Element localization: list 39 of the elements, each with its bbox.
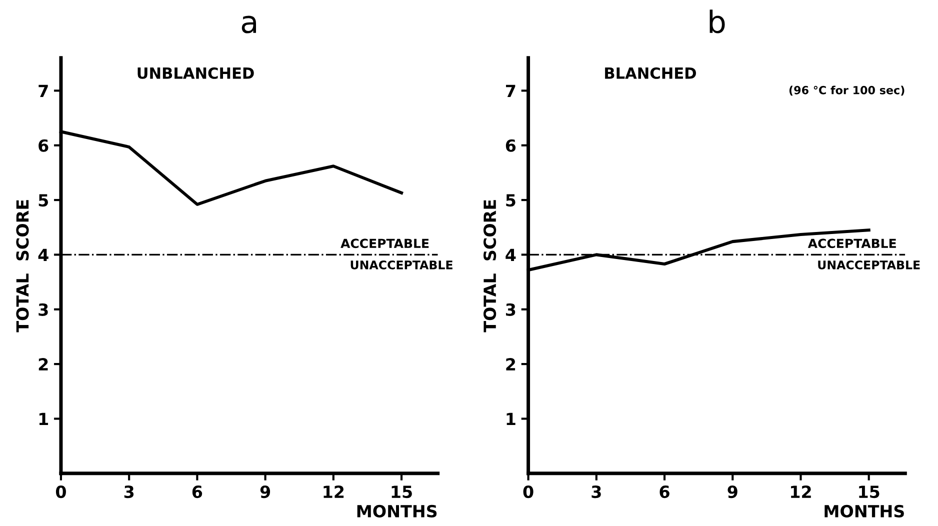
chart-title: b [710,10,725,34]
ref-line-label: ACCEPTABLE [340,238,429,248]
y-tick-label: 7 [38,84,48,97]
y-tick-label: 5 [38,194,48,207]
x-tick-label: 3 [124,486,134,498]
y-tick-label: 6 [38,139,48,152]
x-tick-label: 3 [592,486,601,498]
chart-title: a [242,16,256,34]
x-tick-label: 0 [523,486,534,498]
x-tick-label: 9 [260,486,270,498]
y-tick-label: 2 [506,358,516,370]
x-axis-title: MONTHS [824,504,904,518]
y-tick-label: 7 [506,84,516,97]
y-axis-title: TOTAL SCORE [16,200,29,332]
y-tick-label: 4 [38,248,48,262]
y-tick-label: 1 [39,412,48,426]
y-tick-label: 6 [506,139,516,152]
annotation: UNACCEPTABLE [350,260,452,270]
x-tick-label: 6 [660,486,670,498]
x-tick-label: 9 [728,486,738,498]
x-axis-title: MONTHS [357,504,437,518]
y-tick-label: 2 [38,358,48,370]
y-tick-label: 4 [506,248,516,262]
x-tick-label: 12 [791,486,811,498]
chart-subtitle: BLANCHED [605,67,696,79]
ref-line-label: ACCEPTABLE [808,238,896,248]
x-tick-label: 0 [56,486,66,498]
y-tick-label: 5 [506,194,516,207]
x-tick-label: 12 [324,486,344,498]
y-axis-title: TOTAL SCORE [484,200,496,332]
chart-subtitle: UNBLANCHED [138,67,254,79]
x-tick-label: 15 [859,486,880,498]
annotation: (96 °C for 100 sec) [789,86,904,96]
x-tick-label: 15 [392,486,412,498]
y-tick-label: 1 [506,412,516,426]
y-tick-label: 3 [506,303,516,316]
annotation: UNACCEPTABLE [818,260,920,270]
x-tick-label: 6 [192,486,202,498]
y-tick-label: 3 [38,303,48,316]
